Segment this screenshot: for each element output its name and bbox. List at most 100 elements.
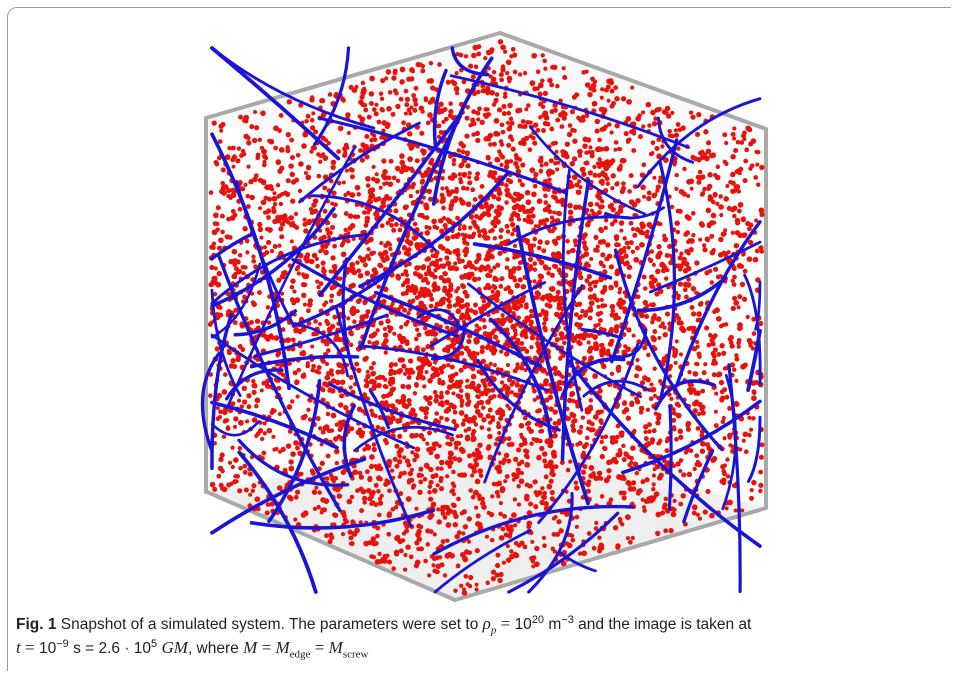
particle — [512, 277, 518, 283]
particle — [376, 489, 381, 494]
particle — [520, 283, 527, 290]
particle — [733, 147, 739, 154]
particle — [412, 221, 418, 227]
particle — [500, 44, 506, 51]
particle — [473, 175, 480, 182]
particle — [294, 225, 300, 230]
particle — [525, 240, 530, 245]
particle — [599, 95, 604, 100]
particle — [495, 196, 502, 202]
particle — [510, 146, 516, 152]
particle — [468, 418, 473, 423]
particle — [252, 176, 258, 183]
particle — [540, 486, 545, 491]
particle — [241, 385, 248, 392]
particle — [409, 76, 415, 82]
particle — [653, 116, 658, 121]
particle — [394, 463, 400, 469]
particle — [678, 468, 683, 474]
particle — [668, 528, 674, 534]
particle — [542, 58, 547, 64]
particle — [313, 129, 319, 135]
particle — [286, 220, 291, 225]
particle — [538, 259, 545, 266]
particle — [504, 265, 510, 270]
particle — [371, 442, 377, 447]
particle — [599, 297, 604, 302]
particle — [626, 515, 631, 520]
particle — [642, 345, 648, 351]
particle — [651, 284, 656, 290]
particle — [537, 91, 542, 96]
particle — [558, 528, 564, 534]
particle — [690, 154, 696, 161]
particle — [455, 563, 461, 569]
particle — [511, 197, 518, 203]
particle — [287, 428, 293, 434]
particle — [540, 78, 545, 83]
particle — [493, 215, 499, 221]
particle — [628, 173, 634, 179]
particle — [536, 245, 542, 251]
particle — [301, 143, 307, 149]
particle — [439, 275, 444, 281]
particle — [552, 365, 558, 372]
particle — [513, 191, 518, 197]
particle — [289, 137, 295, 143]
particle — [541, 248, 547, 254]
particle — [423, 558, 428, 564]
particle — [290, 337, 296, 343]
particle — [309, 149, 314, 154]
particle — [452, 248, 459, 255]
particle — [403, 88, 409, 94]
particle — [506, 436, 512, 442]
particle — [377, 262, 383, 268]
particle — [491, 393, 497, 399]
particle — [591, 280, 596, 285]
particle — [346, 498, 353, 505]
particle — [751, 316, 757, 322]
particle — [734, 378, 739, 383]
particle — [423, 271, 430, 277]
particle — [460, 149, 466, 155]
particle — [399, 325, 404, 330]
particle — [541, 321, 547, 326]
particle — [549, 272, 555, 278]
particle — [526, 214, 532, 220]
particle — [614, 283, 619, 288]
particle — [464, 115, 470, 121]
particle — [245, 250, 250, 255]
particle — [471, 219, 477, 225]
particle — [368, 101, 374, 106]
particle — [514, 299, 521, 305]
particle — [450, 373, 456, 379]
particle — [538, 155, 544, 161]
particle — [626, 327, 632, 333]
particle — [524, 348, 530, 354]
particle — [478, 268, 484, 273]
particle — [588, 398, 594, 403]
particle — [500, 526, 506, 532]
particle — [676, 263, 681, 268]
particle — [588, 86, 593, 91]
particle — [542, 458, 548, 464]
particle — [385, 318, 391, 324]
particle — [288, 163, 294, 169]
particle — [662, 233, 667, 238]
particle — [458, 388, 464, 394]
particle — [294, 380, 299, 386]
particle — [550, 141, 556, 146]
particle — [637, 488, 643, 494]
particle — [678, 458, 684, 463]
particle — [571, 156, 578, 162]
particle — [232, 262, 237, 267]
particle — [529, 345, 534, 350]
particle — [552, 64, 558, 71]
particle — [446, 363, 451, 368]
particle — [594, 520, 599, 526]
particle — [217, 415, 223, 420]
particle — [431, 261, 436, 266]
particle — [588, 300, 595, 306]
particle — [577, 179, 582, 184]
particle — [467, 463, 474, 469]
